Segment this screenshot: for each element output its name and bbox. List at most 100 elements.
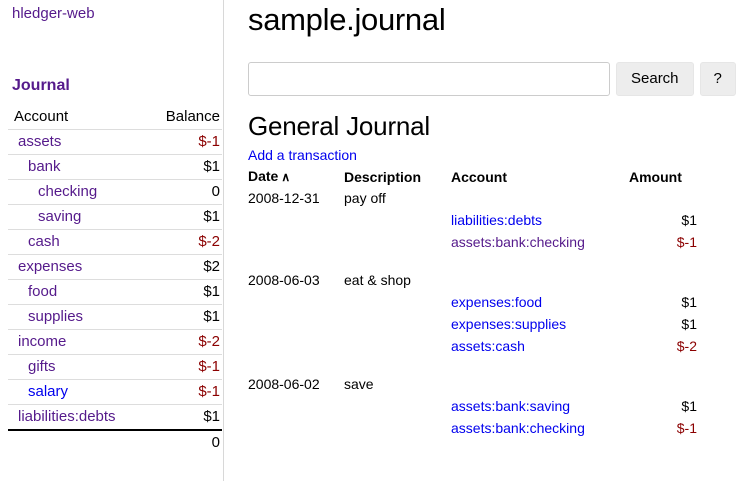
posting-row: liabilities:debts $1 — [248, 209, 697, 231]
account-name-cell: checking — [8, 179, 140, 205]
account-name-cell: saving — [8, 204, 140, 230]
posting-account-link-assets-cash[interactable]: assets:cash — [451, 338, 525, 354]
total-balance-cell: 0 — [140, 429, 222, 455]
posting-row: assets:bank:checking $-1 — [248, 231, 697, 253]
posting-account-cell: expenses:supplies — [451, 313, 629, 335]
account-link-supplies[interactable]: supplies — [28, 308, 84, 325]
account-balance-cell: $1 — [140, 304, 222, 330]
posting-date-spacer — [248, 335, 344, 357]
posting-amount-cell: $1 — [681, 294, 697, 310]
account-row: expenses $2 — [8, 254, 222, 280]
transaction-date[interactable]: 2008-06-02 — [248, 376, 320, 392]
account-row: saving $1 — [8, 204, 222, 230]
posting-row: assets:bank:checking $-1 — [248, 417, 697, 439]
transaction-account-empty — [451, 187, 629, 209]
posting-date-spacer — [248, 395, 344, 417]
transaction-amount-empty — [629, 373, 697, 395]
posting-row: assets:bank:saving $1 — [248, 395, 697, 417]
posting-row: expenses:supplies $1 — [248, 313, 697, 335]
account-balance-cell: $1 — [140, 404, 222, 431]
account-balance-cell: $2 — [140, 254, 222, 280]
main-content: sample.journal Search ? General Journal … — [224, 0, 742, 481]
page-title: sample.journal — [248, 2, 446, 37]
posting-account-link-assets-bank-checking[interactable]: assets:bank:checking — [451, 234, 585, 250]
account-table-header-row: Account Balance — [8, 106, 222, 130]
account-name-cell: food — [8, 279, 140, 305]
account-name-cell: assets — [8, 129, 140, 155]
help-button[interactable]: ? — [699, 62, 736, 96]
posting-amount-cell: $1 — [681, 398, 697, 414]
account-link-bank[interactable]: bank — [28, 158, 61, 175]
account-row: supplies $1 — [8, 304, 222, 330]
account-balance-cell: $1 — [140, 279, 222, 305]
account-name-cell: expenses — [8, 254, 140, 280]
posting-account-link-expenses-supplies[interactable]: expenses:supplies — [451, 316, 567, 332]
date-column-header-label: Date — [248, 168, 279, 184]
transaction-date[interactable]: 2008-06-03 — [248, 272, 320, 288]
account-total-row: 0 — [8, 429, 222, 455]
posting-amount-cell: $-1 — [676, 420, 697, 436]
account-link-assets[interactable]: assets — [18, 133, 62, 150]
account-link-gifts[interactable]: gifts — [28, 358, 56, 375]
account-link-income[interactable]: income — [18, 333, 67, 350]
account-balances-table: Account Balance assets $-1 bank $1 checking 0… — [8, 106, 222, 455]
posting-date-spacer — [248, 417, 344, 439]
transaction-row: 2008-06-03 eat & shop — [248, 269, 697, 291]
account-row: cash $-2 — [8, 229, 222, 255]
transaction-row: 2008-12-31 pay off — [248, 187, 697, 209]
account-column-header-main: Account — [451, 168, 507, 185]
app-brand-link[interactable]: hledger-web — [12, 5, 95, 22]
posting-amount-cell: $-2 — [676, 338, 697, 354]
posting-account-cell: assets:bank:checking — [451, 417, 629, 439]
account-name-cell: bank — [8, 154, 140, 180]
posting-account-link-assets-bank-checking[interactable]: assets:bank:checking — [451, 420, 585, 436]
search-bar: Search ? — [248, 62, 742, 96]
total-label-cell — [8, 429, 140, 455]
account-link-saving[interactable]: saving — [38, 208, 82, 225]
account-row: income $-2 — [8, 329, 222, 355]
account-balance-cell: $-1 — [140, 379, 222, 405]
account-link-salary[interactable]: salary — [28, 383, 69, 400]
account-balance-cell: $-2 — [140, 329, 222, 355]
account-balance-cell: $-2 — [140, 229, 222, 255]
sidebar-journal-heading-link[interactable]: Journal — [12, 77, 70, 94]
account-row: checking 0 — [8, 179, 222, 205]
posting-account-cell: liabilities:debts — [451, 209, 629, 231]
search-input[interactable] — [248, 62, 610, 96]
posting-account-link-expenses-food[interactable]: expenses:food — [451, 294, 543, 310]
account-table-body: assets $-1 bank $1 checking 0 saving $1 cash $-2 e… — [8, 129, 222, 455]
account-balance-cell: $1 — [140, 204, 222, 230]
account-link-expenses[interactable]: expenses — [18, 258, 83, 275]
spacer-cell — [248, 357, 697, 373]
account-row: gifts $-1 — [8, 354, 222, 380]
amount-column-header: Amount — [629, 168, 682, 185]
transaction-date[interactable]: 2008-12-31 — [248, 190, 320, 206]
date-column-header[interactable]: Date ∧ — [248, 166, 344, 187]
transaction-account-empty — [451, 373, 629, 395]
account-name-cell: income — [8, 329, 140, 355]
account-balance-cell: 0 — [140, 179, 222, 205]
transaction-description: save — [344, 376, 374, 392]
posting-row: assets:cash $-2 — [248, 335, 697, 357]
account-link-food[interactable]: food — [28, 283, 58, 300]
posting-amount-cell: $-1 — [676, 234, 697, 250]
account-balance-cell: $-1 — [140, 354, 222, 380]
posting-description-spacer — [344, 209, 451, 231]
posting-account-cell: assets:bank:checking — [451, 231, 629, 253]
balance-column-header: Balance — [140, 106, 222, 130]
posting-description-spacer — [344, 313, 451, 335]
section-title: General Journal — [248, 111, 430, 141]
posting-date-spacer — [248, 209, 344, 231]
posting-account-link-liabilities-debts[interactable]: liabilities:debts — [451, 212, 543, 228]
account-link-cash[interactable]: cash — [28, 233, 60, 250]
transaction-account-empty — [451, 269, 629, 291]
account-link-checking[interactable]: checking — [38, 183, 98, 200]
account-link-liabilities-debts[interactable]: liabilities:debts — [18, 408, 116, 425]
posting-account-link-assets-bank-saving[interactable]: assets:bank:saving — [451, 398, 571, 414]
add-transaction-link[interactable]: Add a transaction — [248, 147, 357, 163]
search-button[interactable]: Search — [616, 62, 694, 96]
account-name-cell: supplies — [8, 304, 140, 330]
posting-amount-cell: $1 — [681, 316, 697, 332]
transaction-amount-empty — [629, 269, 697, 291]
